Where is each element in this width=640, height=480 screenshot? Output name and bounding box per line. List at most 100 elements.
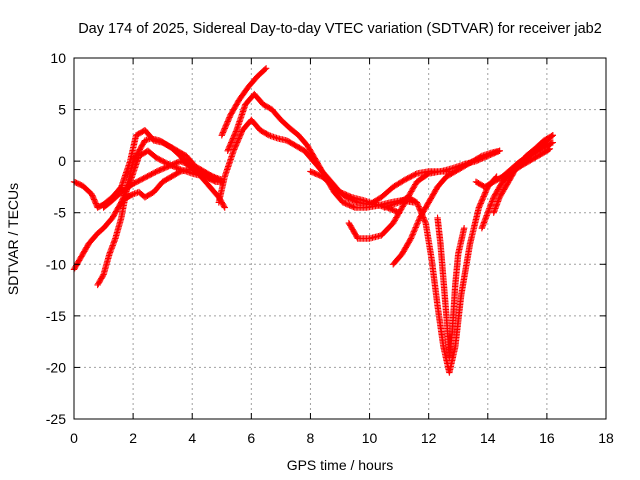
data-point: [416, 206, 423, 213]
data-point: [407, 235, 415, 242]
data-point: [230, 133, 237, 141]
data-point: [236, 133, 243, 141]
y-tick-label: -10: [46, 256, 66, 272]
data-point: [420, 215, 428, 223]
data-point: [234, 138, 241, 145]
x-tick-label: 10: [362, 430, 378, 446]
data-point: [460, 224, 468, 232]
data-point: [410, 184, 417, 191]
data-point: [226, 142, 234, 149]
data-point: [390, 218, 398, 225]
data-point: [411, 225, 419, 233]
data-point: [548, 132, 555, 140]
data-point: [225, 144, 233, 152]
data-point: [229, 136, 236, 144]
data-point: [222, 122, 230, 129]
data-point: [232, 143, 239, 150]
data-point: [478, 197, 486, 204]
data-point: [392, 215, 399, 223]
data-point: [546, 145, 554, 152]
x-tick-label: 12: [421, 430, 437, 446]
data-point: [414, 220, 421, 227]
data-point: [397, 206, 405, 213]
data-point: [549, 139, 556, 146]
data-point: [224, 147, 231, 155]
plot-frame: [73, 57, 607, 420]
data-point: [390, 219, 397, 227]
data-point: [417, 208, 425, 216]
data-point: [421, 217, 428, 224]
data-point: [261, 66, 269, 73]
data-point: [393, 212, 401, 220]
data-point: [410, 228, 418, 235]
data-point: [413, 199, 421, 206]
data-point: [413, 221, 421, 228]
data-point: [421, 218, 429, 225]
tick-labels: 0 2 4 6 8 10 12 14 16 18 -25 -20 -15 -10 -5 0 5 10: [46, 50, 614, 446]
data-point: [238, 129, 245, 137]
data-point: [221, 125, 228, 132]
data-point: [226, 143, 233, 150]
series-track-4: [118, 166, 225, 206]
data-point: [411, 227, 418, 234]
data-point: [230, 146, 238, 153]
data-point: [412, 171, 419, 178]
data-point: [481, 191, 488, 199]
data-point: [220, 126, 228, 134]
data-point: [262, 65, 270, 72]
data-point: [398, 204, 406, 212]
x-tick-label: 4: [188, 430, 196, 446]
x-tick-label: 0: [70, 430, 78, 446]
data-point: [222, 123, 229, 131]
data-point: [353, 198, 360, 206]
data-point: [412, 224, 419, 231]
data-point: [232, 129, 239, 137]
data-point: [478, 198, 485, 206]
data-point: [418, 211, 426, 218]
data-point: [219, 130, 226, 138]
grid-lines: [74, 58, 606, 419]
data-point: [230, 132, 238, 139]
data-point: [229, 135, 237, 142]
data-point: [407, 189, 414, 196]
series-track-5: [100, 157, 228, 211]
data-point: [408, 186, 416, 194]
data-point: [411, 182, 418, 190]
data-point: [237, 131, 244, 138]
data-point: [410, 229, 417, 237]
data-point: [479, 194, 487, 202]
data-point: [350, 203, 357, 211]
data-point: [393, 214, 400, 221]
data-point: [477, 153, 484, 160]
data-point: [230, 147, 237, 155]
data-point: [481, 190, 489, 198]
data-point: [476, 201, 484, 209]
series-track-13: [434, 214, 468, 361]
data-points: [70, 65, 556, 376]
data-point: [416, 204, 423, 212]
axis-ticks: [73, 57, 607, 420]
data-point: [99, 272, 107, 280]
data-point: [415, 203, 422, 210]
data-point: [419, 212, 426, 220]
data-point: [414, 200, 421, 207]
data-point: [417, 207, 424, 214]
data-point: [233, 140, 240, 148]
data-point: [175, 168, 183, 176]
x-tick-label: 8: [307, 430, 315, 446]
data-point: [231, 131, 238, 138]
data-point: [395, 210, 402, 217]
data-point: [397, 207, 404, 214]
data-point: [227, 140, 234, 148]
y-tick-label: 0: [58, 153, 66, 169]
data-point: [415, 217, 422, 224]
series-track-11: [390, 147, 503, 268]
data-point: [420, 214, 427, 221]
series-track-17: [499, 139, 556, 180]
y-tick-label: -5: [54, 205, 67, 221]
data-point: [220, 203, 228, 210]
data-point: [225, 115, 233, 123]
data-point: [223, 121, 230, 128]
data-point: [409, 185, 417, 192]
